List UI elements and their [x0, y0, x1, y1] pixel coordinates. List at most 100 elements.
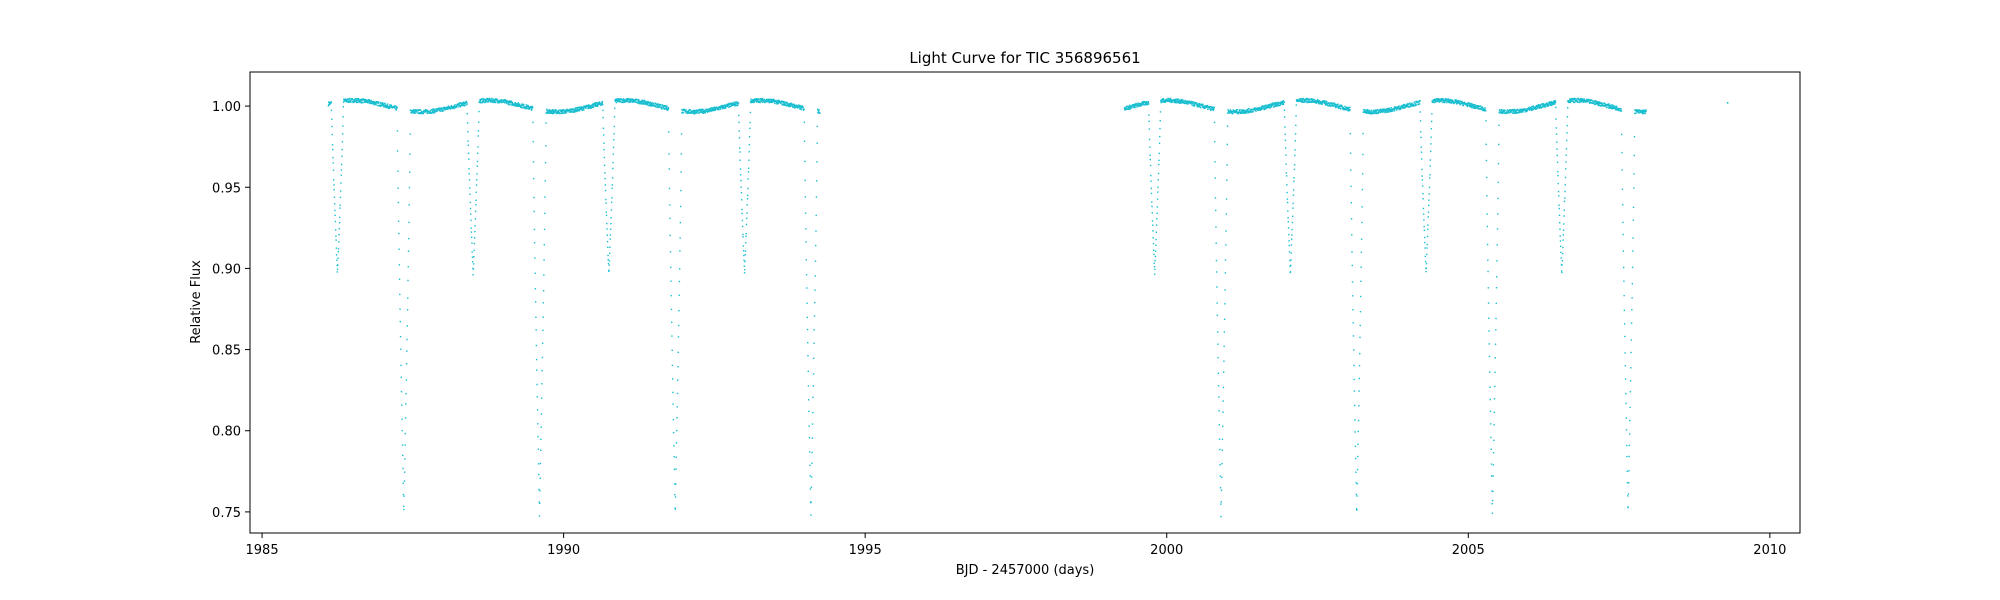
- flux-point: [768, 101, 770, 104]
- flux-point: [431, 112, 433, 114]
- flux-point: [359, 101, 361, 104]
- flux-point: [609, 234, 612, 236]
- flux-point: [1232, 110, 1234, 113]
- flux-point: [455, 106, 458, 108]
- flux-point: [1444, 101, 1446, 103]
- flux-point: [1249, 110, 1251, 112]
- flux-point: [688, 111, 690, 113]
- flux-point: [1281, 101, 1283, 103]
- flux-point: [1252, 111, 1254, 113]
- flux-point: [614, 107, 616, 110]
- flux-point: [1357, 419, 1360, 422]
- flux-point: [1645, 109, 1647, 111]
- flux-point: [505, 99, 508, 102]
- flux-point: [491, 97, 493, 100]
- flux-point: [331, 133, 333, 136]
- flux-point: [578, 110, 581, 112]
- flux-point: [741, 212, 743, 215]
- flux-point: [402, 493, 405, 496]
- flux-point: [1436, 97, 1438, 100]
- flux-point: [632, 100, 634, 102]
- flux-point: [413, 111, 416, 113]
- flux-point: [370, 99, 372, 102]
- flux-point: [1630, 322, 1633, 324]
- flux-point: [368, 99, 371, 101]
- flux-point: [606, 222, 608, 225]
- flux-point: [438, 107, 440, 109]
- flux-point: [580, 107, 582, 109]
- flux-point: [1270, 103, 1272, 105]
- data-points: [327, 97, 1729, 518]
- flux-point: [677, 351, 679, 354]
- flux-point: [538, 488, 540, 491]
- flux-point: [407, 297, 409, 299]
- flux-point: [541, 342, 544, 344]
- y-tick-label: 0.75: [212, 506, 241, 521]
- flux-point: [339, 196, 342, 199]
- flux-point: [1202, 105, 1205, 107]
- flux-point: [346, 100, 349, 102]
- flux-point: [1594, 100, 1597, 102]
- flux-point: [559, 112, 561, 115]
- flux-point: [1586, 100, 1588, 102]
- flux-point: [1156, 206, 1159, 208]
- flux-point: [1519, 108, 1521, 111]
- flux-point: [1288, 240, 1290, 242]
- flux-point: [1457, 102, 1460, 104]
- flux-point: [1168, 98, 1170, 100]
- flux-point: [1133, 104, 1135, 106]
- flux-point: [1259, 109, 1262, 111]
- flux-point: [642, 100, 644, 103]
- flux-point: [1455, 99, 1457, 101]
- flux-point: [408, 221, 410, 224]
- flux-point: [446, 106, 449, 108]
- flux-point: [628, 101, 630, 103]
- flux-point: [650, 104, 653, 107]
- flux-point: [1232, 109, 1235, 111]
- flux-point: [1147, 103, 1149, 105]
- flux-point: [1320, 101, 1323, 103]
- flux-point: [1515, 109, 1518, 112]
- flux-point: [1214, 197, 1217, 199]
- flux-point: [489, 99, 492, 101]
- flux-point: [1129, 104, 1131, 106]
- flux-point: [1572, 97, 1574, 100]
- flux-point: [677, 379, 679, 381]
- flux-point: [573, 111, 576, 113]
- flux-point: [382, 103, 384, 105]
- flux-point: [1510, 110, 1512, 113]
- flux-point: [1484, 108, 1486, 111]
- flux-point: [1538, 106, 1541, 108]
- flux-point: [637, 101, 639, 103]
- flux-point: [331, 144, 334, 146]
- flux-point: [1522, 110, 1525, 112]
- flux-point: [1448, 98, 1450, 100]
- flux-point: [713, 108, 716, 111]
- flux-point: [511, 104, 513, 106]
- flux-point: [533, 210, 535, 213]
- flux-point: [1623, 294, 1625, 297]
- flux-point: [678, 310, 680, 312]
- flux-point: [597, 103, 599, 106]
- flux-point: [376, 100, 379, 103]
- flux-point: [813, 342, 815, 344]
- flux-point: [1493, 439, 1495, 442]
- flux-point: [704, 110, 706, 112]
- flux-point: [582, 107, 585, 109]
- flux-point: [1623, 280, 1625, 282]
- flux-point: [1423, 219, 1425, 221]
- flux-point: [1226, 143, 1228, 146]
- flux-point: [699, 109, 701, 111]
- flux-point: [1269, 107, 1271, 109]
- flux-point: [1558, 204, 1560, 206]
- flux-point: [673, 456, 675, 458]
- flux-point: [563, 109, 565, 111]
- flux-point: [1457, 99, 1459, 102]
- flux-point: [1409, 105, 1412, 108]
- flux-point: [1301, 98, 1304, 101]
- flux-point: [1224, 272, 1227, 274]
- flux-point: [1442, 101, 1444, 104]
- flux-point: [543, 243, 546, 246]
- flux-point: [534, 272, 536, 274]
- flux-point: [459, 102, 461, 104]
